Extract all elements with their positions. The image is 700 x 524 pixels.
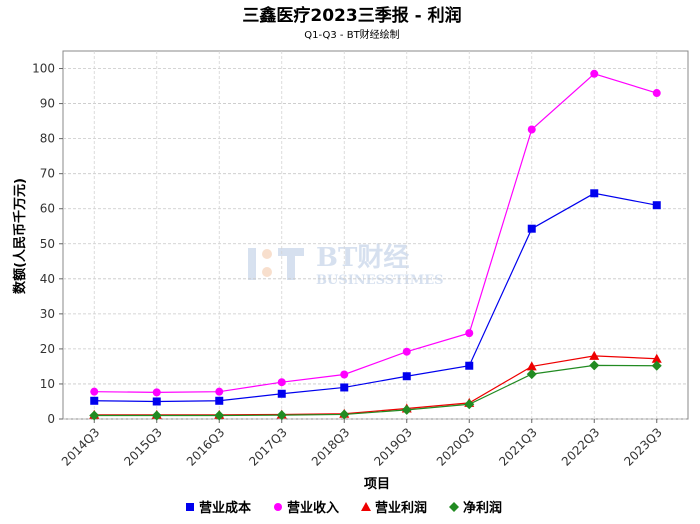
x-axis-ticks: 2014Q3 2015Q3 2016Q3 2017Q3 2018Q3 2019Q3 2020…: [59, 419, 665, 469]
chart-title: 三鑫医疗2023三季报 - 利润: [242, 5, 461, 26]
series-4: [89, 360, 662, 421]
y-tick-label: 90: [40, 97, 55, 111]
data-point: [152, 388, 161, 397]
y-tick-label: 70: [40, 167, 55, 181]
watermark-logo-bar-2: [278, 248, 304, 256]
data-point: [152, 397, 161, 406]
y-tick-label: 50: [40, 237, 55, 251]
series-2: [90, 69, 661, 397]
legend: 营业成本 营业收入 营业利润 净利润: [186, 500, 502, 516]
data-point: [590, 189, 599, 198]
data-point: [651, 353, 662, 363]
y-axis-label: 数额(人民币千万元): [12, 178, 28, 294]
data-point: [402, 347, 411, 356]
data-point: [401, 404, 412, 415]
x-tick-label: 2020Q3: [434, 425, 478, 469]
x-tick-label: 2019Q3: [371, 425, 415, 469]
legend-marker: [186, 503, 194, 511]
legend-label: 营业收入: [287, 500, 339, 516]
watermark-logo-bar-3: [287, 256, 295, 280]
y-tick-label: 80: [40, 132, 55, 146]
series-line: [94, 364, 657, 417]
grid-layer: [63, 51, 688, 420]
data-point: [340, 370, 349, 379]
data-point: [89, 410, 100, 421]
data-point: [276, 410, 287, 421]
data-point: [402, 372, 411, 381]
watermark-title: BT财经: [316, 242, 409, 273]
y-tick-label: 30: [40, 307, 55, 321]
data-point: [277, 378, 286, 387]
data-point: [465, 361, 474, 370]
data-point: [151, 410, 162, 421]
x-tick-label: 2016Q3: [184, 425, 228, 469]
data-point: [526, 361, 537, 371]
x-axis-label: 项目: [364, 477, 390, 492]
data-point: [652, 89, 661, 98]
y-tick-label: 10: [40, 377, 55, 391]
data-point: [464, 399, 475, 410]
x-tick-label: 2022Q3: [559, 425, 603, 469]
y-tick-label: 40: [40, 272, 55, 286]
data-point: [90, 387, 99, 396]
chart-subtitle: Q1-Q3 - BT财经绘制: [304, 28, 399, 41]
data-point: [277, 389, 286, 398]
y-axis-ticks: 0 10 20 30 40 50 60 70 80 90 100: [32, 62, 63, 426]
data-point: [589, 350, 600, 360]
x-tick-label: 2015Q3: [121, 425, 165, 469]
y-tick-label: 0: [47, 412, 55, 426]
legend-label: 营业利润: [375, 500, 427, 516]
x-tick-label: 2017Q3: [246, 425, 290, 469]
data-point: [90, 396, 99, 405]
data-point: [527, 125, 536, 134]
legend-marker: [449, 502, 459, 512]
x-tick-label: 2018Q3: [309, 425, 353, 469]
data-point: [589, 360, 600, 371]
data-point: [590, 69, 599, 78]
watermark: BT财经 BUSINESSTIMES: [248, 242, 444, 288]
data-point: [526, 369, 537, 380]
legend-item: 营业利润: [361, 500, 427, 516]
legend-marker: [361, 502, 371, 511]
watermark-logo-dot-2: [262, 267, 272, 277]
legend-label: 净利润: [463, 500, 502, 516]
data-point: [465, 329, 474, 338]
x-tick-label: 2023Q3: [621, 425, 665, 469]
data-point: [215, 387, 224, 396]
y-tick-label: 20: [40, 342, 55, 356]
watermark-subtitle: BUSINESSTIMES: [316, 273, 444, 288]
x-tick-label: 2014Q3: [59, 425, 103, 469]
watermark-logo-bar-1: [248, 248, 256, 280]
legend-item: 净利润: [449, 500, 502, 516]
y-tick-label: 100: [32, 62, 55, 76]
data-point: [651, 360, 662, 371]
series-layer: [89, 69, 662, 421]
series-line: [94, 192, 657, 403]
data-point: [214, 410, 225, 421]
legend-label: 营业成本: [199, 500, 251, 516]
series-1: [90, 189, 661, 406]
data-point: [652, 201, 661, 210]
watermark-logo-dot: [262, 249, 272, 259]
legend-item: 营业成本: [186, 500, 251, 516]
series-line: [94, 73, 657, 393]
data-point: [215, 396, 224, 405]
x-tick-label: 2021Q3: [496, 425, 540, 469]
data-point: [527, 224, 536, 233]
legend-marker: [274, 503, 282, 511]
data-point: [340, 383, 349, 392]
series-line: [94, 355, 657, 416]
data-point: [339, 409, 350, 420]
y-tick-label: 60: [40, 202, 55, 216]
legend-item: 营业收入: [274, 500, 339, 516]
